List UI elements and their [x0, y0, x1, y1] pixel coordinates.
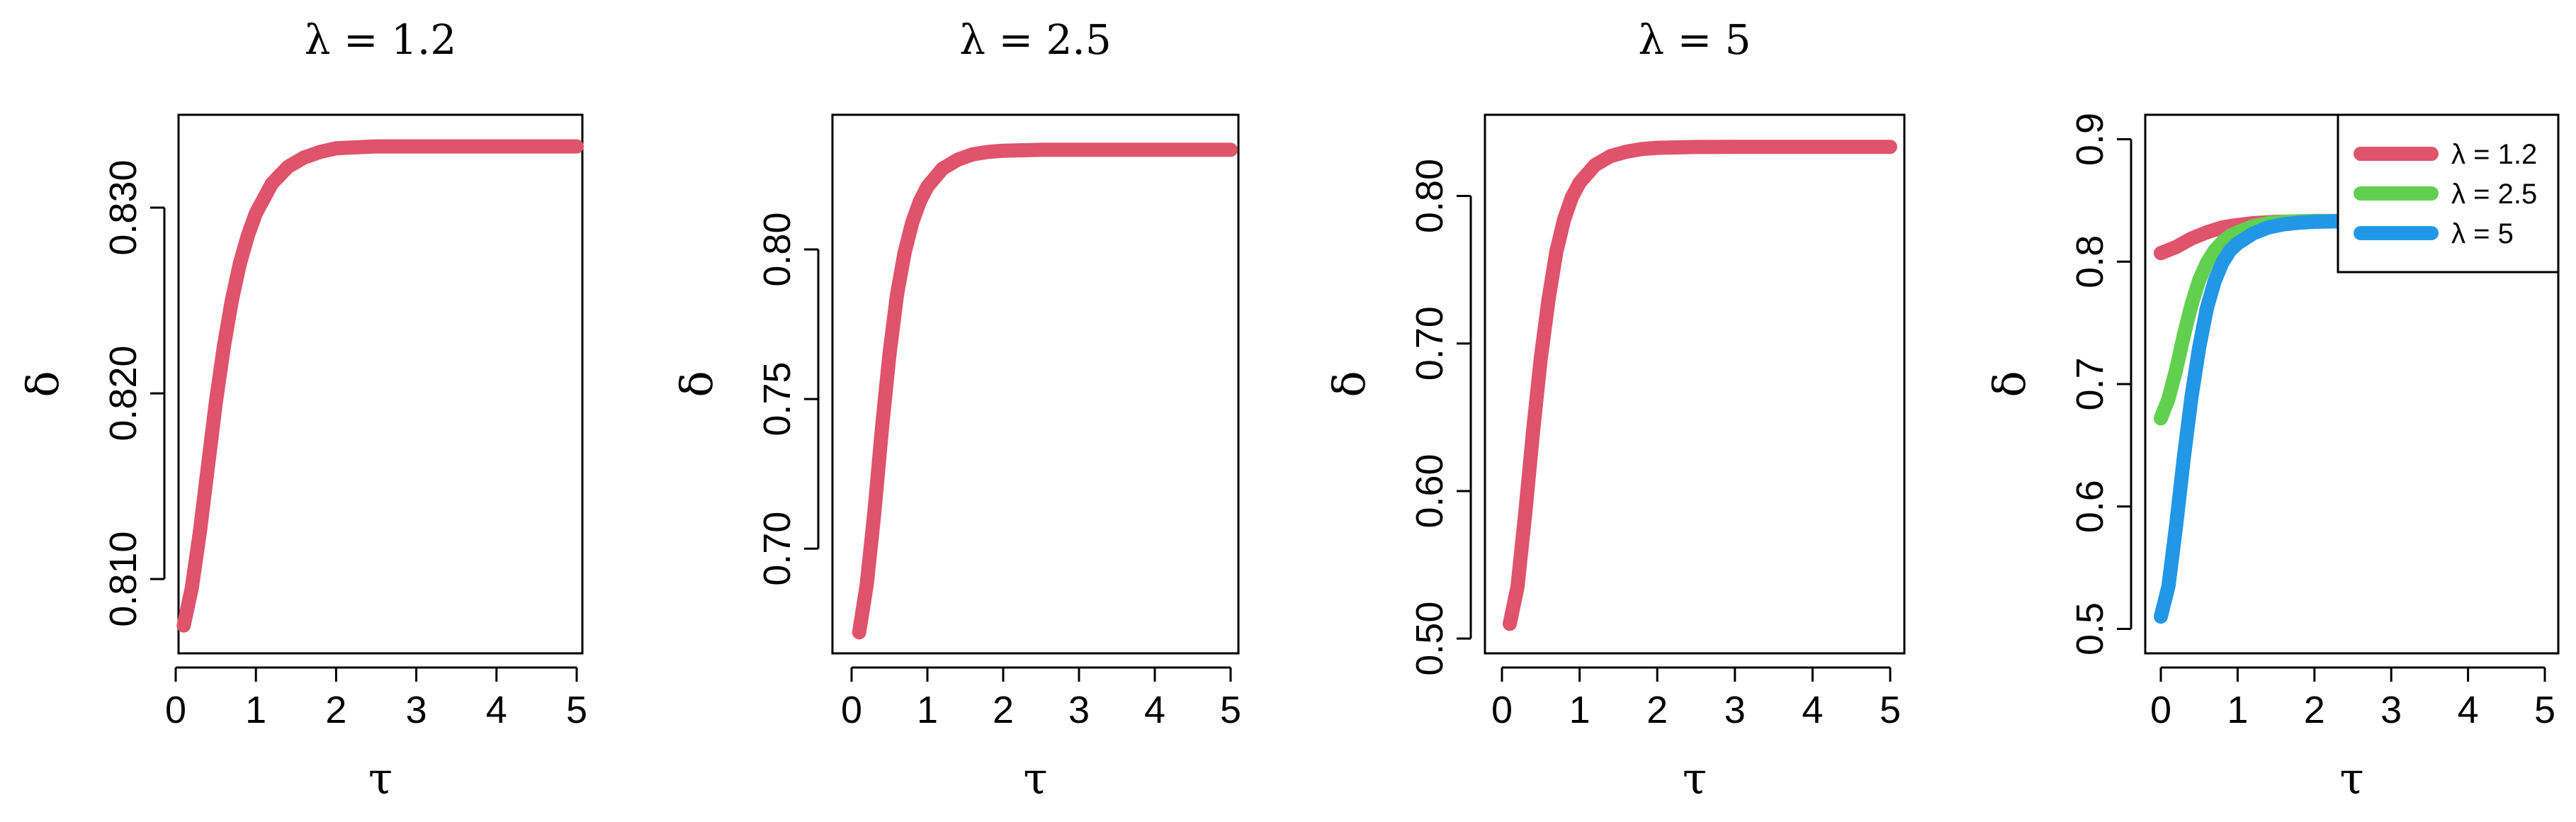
- panel-title: λ = 1.2: [305, 16, 456, 64]
- y-tick-label: 0.50: [1408, 602, 1451, 676]
- y-axis-label: δ: [17, 371, 69, 397]
- y-axis-label: δ: [671, 371, 723, 397]
- panel-1: λ = 1.2 0 1 2 3 4 5 0.810 0.820 0.830 τ δ: [17, 16, 587, 804]
- y-tick-label: 0.80: [756, 212, 798, 286]
- legend-entry-label: λ = 5: [2451, 218, 2514, 249]
- plot-frame: [1484, 113, 1906, 655]
- y-tick-label: 0.80: [1408, 159, 1451, 233]
- x-tick-label: 0: [165, 689, 186, 731]
- y-axis: 0.50 0.60 0.70 0.80: [1408, 159, 1472, 676]
- x-axis-label: τ: [1023, 753, 1047, 804]
- x-tick-label: 5: [1220, 689, 1241, 731]
- x-tick-label: 2: [325, 689, 346, 731]
- y-axis-label: δ: [1984, 371, 2035, 397]
- x-tick-label: 4: [2458, 689, 2479, 731]
- y-axis: 0.70 0.75 0.80: [756, 212, 820, 586]
- x-tick-label: 1: [917, 689, 938, 731]
- x-axis-label: τ: [2339, 753, 2363, 804]
- y-axis: 0.810 0.820 0.830: [102, 159, 166, 627]
- y-tick-label: 0.5: [2069, 602, 2111, 655]
- x-tick-label: 1: [245, 689, 266, 731]
- series-line-1: [1503, 140, 1897, 631]
- series-line-1: [176, 139, 584, 633]
- x-tick-label: 0: [1491, 689, 1513, 731]
- panel-title: λ = 2.5: [959, 16, 1111, 64]
- plot-frame: [177, 113, 584, 655]
- y-axis: 0.5 0.6 0.7 0.8 0.9: [2069, 113, 2132, 655]
- x-axis-label: τ: [1683, 753, 1707, 804]
- y-tick-label: 0.6: [2069, 480, 2111, 533]
- legend-entry-label: λ = 1.2: [2451, 139, 2537, 170]
- y-tick-label: 0.7: [2069, 357, 2111, 410]
- x-tick-label: 1: [2227, 689, 2248, 731]
- x-tick-label: 3: [1724, 689, 1746, 731]
- x-tick-label: 1: [1569, 689, 1591, 731]
- x-tick-label: 3: [1068, 689, 1090, 731]
- x-tick-label: 0: [2150, 689, 2171, 731]
- x-tick-label: 2: [993, 689, 1014, 731]
- x-tick-label: 2: [1646, 689, 1668, 731]
- series-line-3: [2154, 213, 2552, 624]
- x-tick-label: 5: [1880, 689, 1901, 731]
- x-tick-label: 3: [2380, 689, 2402, 731]
- y-tick-label: 0.75: [756, 362, 798, 437]
- x-tick-label: 2: [2304, 689, 2325, 731]
- y-axis-label: δ: [1323, 371, 1375, 397]
- legend-entry-label: λ = 2.5: [2451, 179, 2537, 210]
- x-axis: 0 1 2 3 4 5: [2150, 666, 2555, 731]
- x-tick-label: 4: [486, 689, 507, 731]
- panel-2: λ = 2.5 0 1 2 3 4 5 0.70 0.75 0.80 τ δ: [671, 16, 1241, 804]
- x-axis-label: τ: [368, 753, 392, 804]
- panel-3: λ = 5 0 1 2 3 4 5 0.50 0.60 0.70 0.80 τ δ: [1323, 16, 1906, 804]
- y-tick-label: 0.70: [1408, 306, 1451, 381]
- x-tick-label: 5: [566, 689, 587, 731]
- legend: λ = 1.2 λ = 2.5 λ = 5: [2337, 113, 2560, 274]
- y-tick-label: 0.830: [102, 159, 145, 255]
- y-tick-label: 0.60: [1408, 454, 1451, 528]
- y-tick-label: 0.810: [102, 531, 145, 627]
- panel-title: λ = 5: [1638, 16, 1751, 64]
- x-tick-label: 5: [2534, 689, 2555, 731]
- y-tick-label: 0.9: [2069, 113, 2111, 166]
- x-tick-label: 4: [1144, 689, 1165, 731]
- x-tick-label: 3: [406, 689, 427, 731]
- y-tick-label: 0.8: [2069, 235, 2111, 288]
- series-line-1: [852, 142, 1238, 640]
- y-tick-label: 0.820: [102, 346, 145, 441]
- plot-frame: [831, 113, 1240, 655]
- x-tick-label: 4: [1802, 689, 1823, 731]
- x-axis: 0 1 2 3 4 5: [841, 666, 1241, 731]
- x-axis: 0 1 2 3 4 5: [1491, 666, 1901, 731]
- x-axis: 0 1 2 3 4 5: [165, 666, 587, 731]
- x-tick-label: 0: [841, 689, 862, 731]
- y-tick-label: 0.70: [756, 512, 798, 586]
